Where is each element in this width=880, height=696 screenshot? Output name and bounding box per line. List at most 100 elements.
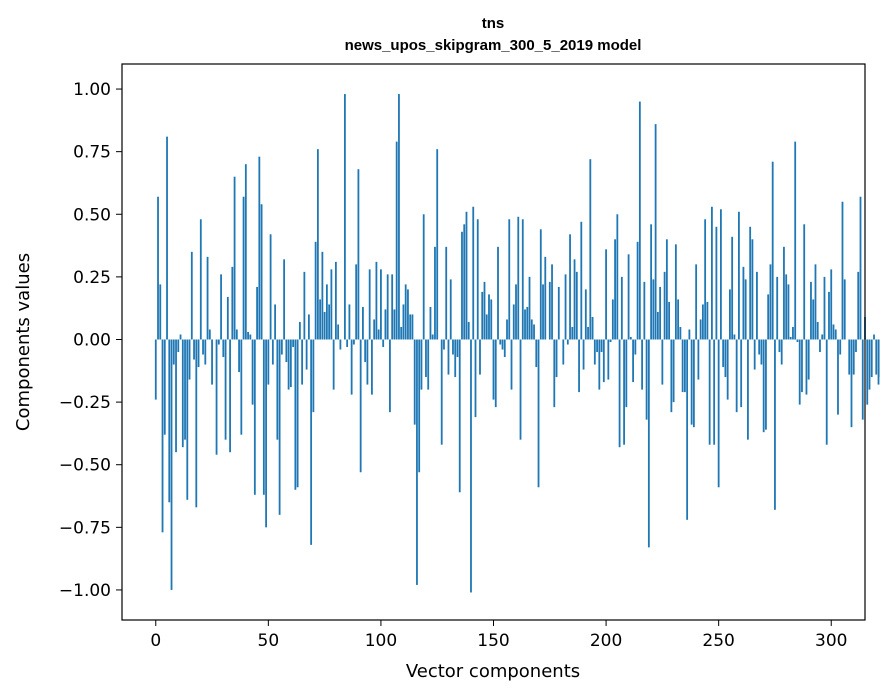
bar-167 [530, 319, 533, 340]
bar-81 [337, 324, 340, 340]
bar-142 [474, 339, 477, 418]
bar-175 [548, 281, 551, 340]
bar-82 [339, 339, 342, 350]
bar-13 [184, 339, 186, 440]
bar-219 [647, 339, 650, 548]
bar-201 [607, 339, 610, 380]
bar-170 [537, 339, 540, 488]
bar-231 [674, 244, 677, 340]
bar-86 [348, 304, 351, 340]
bar-113 [409, 314, 412, 340]
bar-249 [715, 226, 718, 340]
chart-title: tns [482, 15, 505, 32]
bar-112 [407, 289, 409, 340]
bar-263 [747, 339, 749, 440]
bar-194 [591, 316, 594, 340]
bar-147 [485, 314, 488, 340]
bar-90 [357, 169, 360, 340]
bar-248 [713, 339, 716, 445]
bar-157 [508, 219, 511, 340]
bar-202 [609, 339, 612, 342]
bar-273 [769, 264, 772, 340]
bar-176 [551, 264, 553, 340]
x-tick-label-2: 100 [365, 631, 397, 651]
bar-178 [555, 339, 558, 378]
bar-149 [490, 299, 493, 340]
bar-256 [731, 236, 734, 340]
bar-285 [796, 339, 799, 342]
bar-150 [492, 339, 495, 400]
bar-51 [269, 234, 272, 340]
bar-185 [571, 326, 574, 340]
bar-165 [526, 306, 529, 340]
bar-2 [159, 284, 162, 340]
bar-217 [643, 281, 646, 340]
bar-309 [850, 339, 853, 428]
bar-268 [758, 339, 761, 355]
x-axis-ticks: 0 50 100 150 200 250 300 [150, 620, 847, 651]
bar-267 [756, 271, 758, 340]
bar-114 [411, 314, 414, 340]
bar-12 [181, 339, 184, 448]
bar-215 [638, 101, 641, 340]
bar-195 [593, 339, 596, 365]
bar-121 [427, 339, 430, 390]
bar-281 [787, 284, 790, 340]
bar-156 [506, 319, 508, 340]
bar-297 [823, 276, 826, 340]
y-tick-label-7: −0.75 [59, 518, 111, 538]
bar-94 [366, 339, 369, 385]
x-tick-label-3: 150 [477, 631, 509, 651]
bar-166 [528, 276, 531, 340]
bar-52 [271, 339, 274, 365]
bar-64 [298, 321, 301, 340]
bar-57 [283, 259, 286, 340]
bar-306 [843, 279, 846, 340]
bar-319 [873, 334, 875, 340]
bar-207 [620, 276, 623, 340]
bar-72 [316, 149, 319, 340]
x-tick-label-1: 50 [258, 631, 280, 651]
x-tick-label-6: 300 [815, 631, 847, 651]
bar-91 [359, 339, 362, 473]
bar-5 [166, 136, 168, 340]
bar-208 [623, 339, 625, 445]
bar-96 [371, 339, 373, 395]
bar-32 [226, 296, 229, 340]
x-axis-label: Vector components [406, 661, 580, 682]
bar-203 [611, 299, 614, 340]
bar-160 [515, 284, 517, 340]
bar-290 [807, 339, 810, 380]
bar-103 [386, 274, 389, 340]
bar-14 [186, 339, 189, 500]
bar-16 [190, 251, 193, 340]
bar-197 [598, 339, 601, 390]
bar-134 [456, 339, 459, 358]
bar-63 [296, 339, 299, 488]
bar-89 [355, 264, 358, 340]
bar-105 [391, 274, 394, 340]
bar-251 [720, 209, 722, 340]
bar-130 [447, 339, 450, 375]
y-tick-label-3: 0.25 [73, 268, 111, 288]
bar-119 [422, 214, 425, 340]
bar-302 [834, 329, 837, 340]
bar-252 [722, 339, 725, 368]
bar-188 [578, 339, 580, 393]
bar-222 [654, 124, 657, 340]
bar-288 [803, 224, 806, 340]
bar-39 [242, 196, 245, 340]
bar-182 [564, 274, 567, 340]
bar-155 [503, 339, 506, 358]
bar-136 [461, 231, 463, 340]
bar-266 [753, 339, 756, 370]
bar-200 [605, 249, 607, 340]
bar-92 [362, 306, 364, 340]
bar-78 [330, 269, 333, 340]
bar-98 [375, 261, 378, 340]
bar-7 [170, 339, 173, 590]
bar-115 [413, 339, 416, 425]
bar-254 [726, 339, 729, 400]
bar-159 [512, 304, 515, 340]
bar-19 [197, 339, 200, 368]
